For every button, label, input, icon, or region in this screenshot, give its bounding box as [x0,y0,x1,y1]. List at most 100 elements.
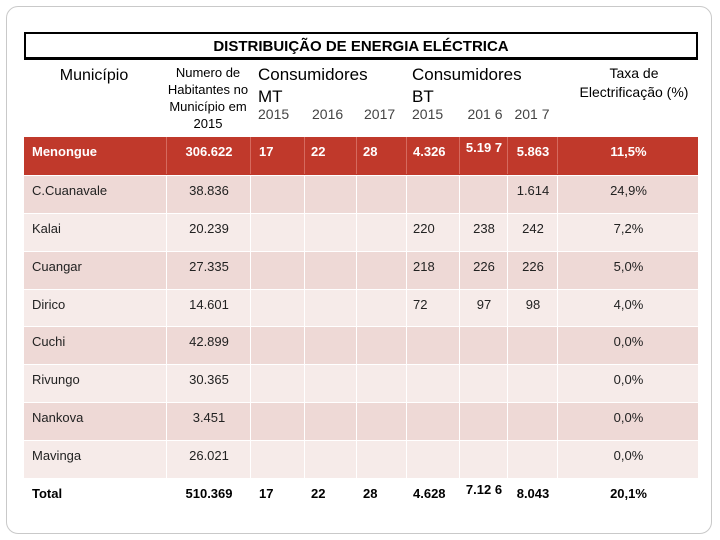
cell-mt2017 [356,176,406,213]
cell-text-taxa: 0,0% [613,334,644,349]
cell-municipio: Nankova [24,403,166,440]
cell-text-taxa: 0,0% [613,448,644,463]
cell-text-municipio: Menongue [32,144,97,159]
cell-taxa: 4,0% [557,290,698,327]
table-row: Nankova 3.451 0,0% [24,402,698,440]
cell-bt2015: 218 [406,252,459,289]
cell-taxa: 20,1% [557,479,698,516]
cell-mt2017: 28 [356,479,406,516]
year-mt-2015: 2015 [258,106,290,122]
cell-mt2016: 22 [304,479,356,516]
cell-text-taxa: 24,9% [610,183,647,198]
cell-text-bt2015: 4.628 [413,486,446,501]
cell-mt2015 [250,214,304,251]
cell-bt2017: 98 [507,290,557,327]
cell-mt2016 [304,252,356,289]
cell-municipio: Cuangar [24,252,166,289]
cell-bt2015: 4.326 [406,137,459,174]
cell-habitantes: 27.335 [166,252,250,289]
cell-text-mt2017: 28 [363,144,378,159]
header-taxa: Taxa de Electrificação (%) [579,65,689,100]
slide-frame [6,6,712,534]
cell-mt2015 [250,441,304,478]
cell-bt2017 [507,441,557,478]
cell-text-taxa: 0,0% [613,372,644,387]
cell-text-habitantes: 38.836 [189,183,229,198]
cell-habitantes: 26.021 [166,441,250,478]
year-mt-2017: 2017 [364,106,396,122]
cell-text-municipio: Cuangar [32,259,82,274]
cell-text-bt2016: 7.12 6 [465,482,503,497]
cell-taxa: 24,9% [557,176,698,213]
cell-mt2016 [304,290,356,327]
cell-text-habitantes: 3.451 [192,410,226,425]
cell-text-habitantes: 27.335 [189,259,229,274]
cell-bt2015: 4.628 [406,479,459,516]
cell-mt2015 [250,290,304,327]
cell-municipio: Dirico [24,290,166,327]
cell-habitantes: 510.369 [166,479,250,516]
cell-text-bt2016: 5.19 7 [465,140,503,155]
cell-bt2017: 226 [507,252,557,289]
cell-text-bt2015: 218 [413,259,435,274]
cell-text-taxa: 5,0% [613,259,644,274]
cell-habitantes: 20.239 [166,214,250,251]
cell-text-taxa: 0,0% [613,410,644,425]
cell-municipio: Total [24,479,166,516]
cell-bt2015: 72 [406,290,459,327]
cell-bt2015 [406,403,459,440]
cell-bt2017 [507,403,557,440]
table-row: Dirico 14.601 72 97 98 4,0% [24,289,698,327]
cell-text-mt2015: 17 [259,486,274,501]
cell-bt2016 [459,365,507,402]
header-municipio: Município [59,67,129,84]
cell-text-municipio: Nankova [32,410,84,425]
cell-mt2015: 17 [250,479,304,516]
cell-mt2016 [304,214,356,251]
cell-text-municipio: C.Cuanavale [32,183,108,198]
table-row: Cuchi 42.899 0,0% [24,326,698,364]
cell-text-mt2015: 17 [259,144,274,159]
cell-mt2016 [304,441,356,478]
cell-bt2016: 226 [459,252,507,289]
cell-taxa: 0,0% [557,327,698,364]
cell-bt2017: 1.614 [507,176,557,213]
table-row: Rivungo 30.365 0,0% [24,364,698,402]
cell-text-taxa: 11,5% [610,144,647,159]
table-row: Mavinga 26.021 0,0% [24,440,698,478]
cell-text-bt2016: 226 [473,259,495,274]
cell-mt2017 [356,441,406,478]
cell-mt2017 [356,365,406,402]
cell-text-bt2017: 8.043 [516,486,550,501]
cell-text-habitantes: 20.239 [189,221,229,236]
cell-bt2016 [459,327,507,364]
cell-text-bt2015: 4.326 [413,144,446,159]
cell-text-habitantes: 26.021 [189,448,229,463]
cell-mt2016 [304,403,356,440]
cell-bt2015: 220 [406,214,459,251]
cell-bt2016: 5.19 7 [459,137,507,174]
cell-text-taxa: 7,2% [613,221,644,236]
cell-text-taxa: 20,1% [610,486,647,501]
cell-bt2016: 238 [459,214,507,251]
table-row: C.Cuanavale 38.836 1.614 24,9% [24,175,698,213]
cell-habitantes: 14.601 [166,290,250,327]
cell-municipio: Cuchi [24,327,166,364]
cell-text-habitantes: 30.365 [189,372,229,387]
cell-mt2015: 17 [250,137,304,174]
cell-taxa: 11,5% [557,137,698,174]
cell-mt2017 [356,290,406,327]
page-title: DISTRIBUIÇÃO DE ENERGIA ELÉCTRICA [24,32,698,60]
table-row: Kalai 20.239 220 238 242 7,2% [24,213,698,251]
cell-mt2015 [250,403,304,440]
cell-text-municipio: Mavinga [32,448,82,463]
cell-text-municipio: Rivungo [32,372,80,387]
cell-municipio: C.Cuanavale [24,176,166,213]
cell-text-habitantes: 42.899 [189,334,229,349]
cell-habitantes: 38.836 [166,176,250,213]
cell-text-taxa: 4,0% [613,297,644,312]
cell-text-bt2017: 98 [525,297,541,312]
cell-mt2015 [250,365,304,402]
cell-text-bt2017: 1.614 [516,183,550,198]
cell-habitantes: 42.899 [166,327,250,364]
